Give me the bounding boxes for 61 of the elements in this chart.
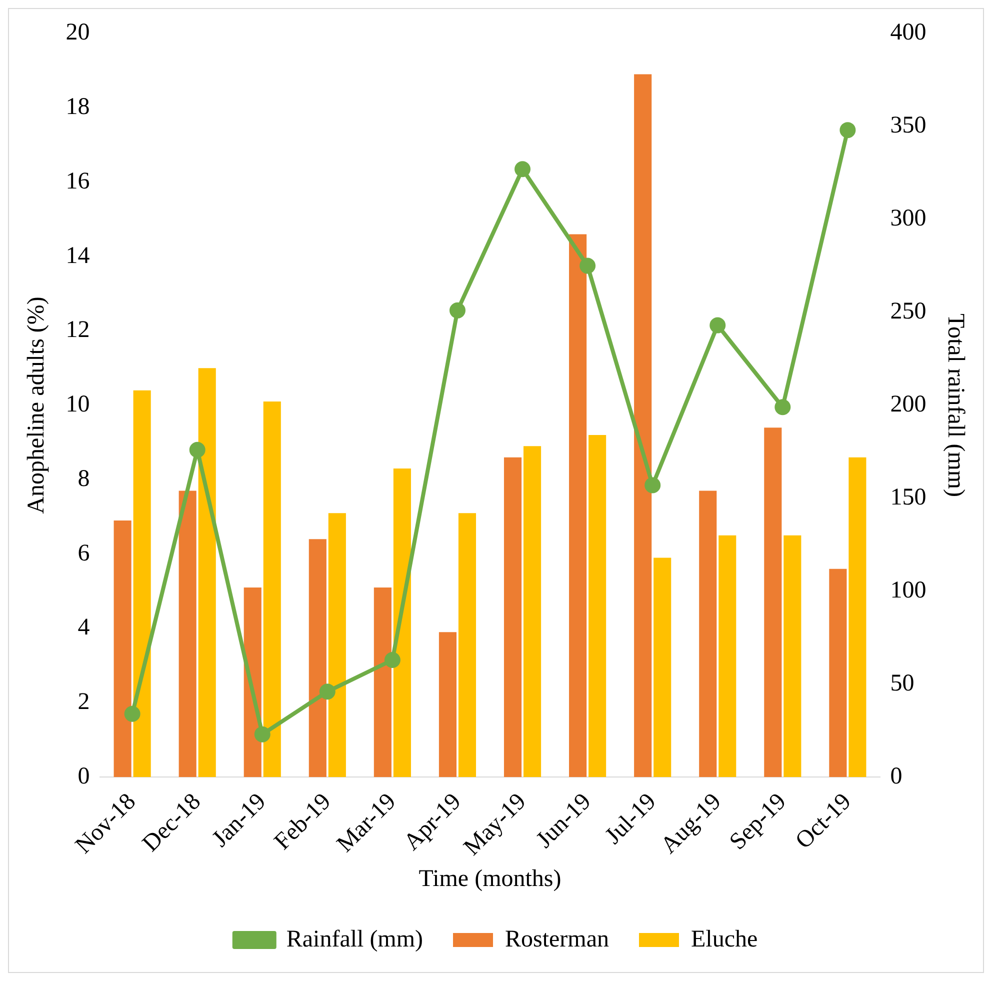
y-tick-label: 12 (66, 317, 90, 344)
point (254, 726, 270, 742)
y-tick-label: 8 (78, 466, 90, 492)
y-tick-label: 10 (66, 392, 90, 418)
y2-tick-label: 250 (890, 298, 926, 325)
bar (178, 490, 196, 778)
bar (829, 568, 847, 778)
legend-label: Eluche (690, 926, 758, 952)
bar (848, 457, 866, 778)
y-tick-label: 2 (78, 689, 90, 716)
bar (504, 457, 522, 778)
y-tick-label: 0 (78, 763, 90, 790)
y-tick-label: 4 (78, 614, 90, 641)
bar (263, 402, 281, 778)
point (319, 684, 336, 700)
bar (114, 520, 132, 778)
bar (764, 428, 782, 778)
bar (374, 587, 392, 778)
y2-tick-label: 200 (890, 392, 926, 418)
point (449, 302, 466, 318)
bar (654, 558, 672, 778)
y2-tick-label: 100 (890, 577, 926, 604)
legend-label: Rosterman (505, 926, 609, 952)
y2-tick-label: 150 (890, 484, 926, 511)
x-axis-title: Time (months) (418, 866, 562, 892)
y-axis-title: Anopheline adults (%) (24, 296, 50, 514)
bar (438, 632, 457, 778)
bar (198, 368, 216, 778)
y2-tick-label: 350 (890, 112, 926, 139)
y-tick-label: 14 (66, 242, 90, 269)
y2-axis-title: Total rainfall (mm) (942, 313, 968, 498)
bar (718, 535, 736, 778)
bar (784, 535, 802, 778)
legend-label: Rainfall (mm) (286, 926, 424, 952)
point (710, 317, 726, 334)
bar (634, 74, 652, 778)
y-tick-label: 20 (66, 20, 90, 46)
y2-tick-label: 400 (890, 20, 926, 46)
point (124, 706, 140, 722)
y2-tick-label: 300 (890, 206, 926, 232)
y-tick-label: 6 (78, 540, 90, 566)
y2-tick-label: 0 (890, 763, 902, 790)
point (644, 477, 661, 494)
bar (308, 539, 326, 778)
point (384, 652, 400, 668)
bar (588, 435, 606, 778)
point (774, 399, 791, 416)
point (840, 122, 856, 138)
bar (328, 513, 346, 778)
point (189, 442, 206, 458)
y-tick-label: 18 (66, 94, 90, 120)
bar (393, 468, 411, 778)
point (514, 161, 531, 178)
y-tick-label: 16 (66, 168, 90, 194)
bar (458, 513, 476, 778)
y2-tick-label: 50 (890, 670, 914, 696)
bar (569, 234, 587, 778)
bar (523, 446, 542, 778)
point (580, 258, 596, 274)
bar (133, 390, 151, 778)
bar (699, 490, 717, 778)
